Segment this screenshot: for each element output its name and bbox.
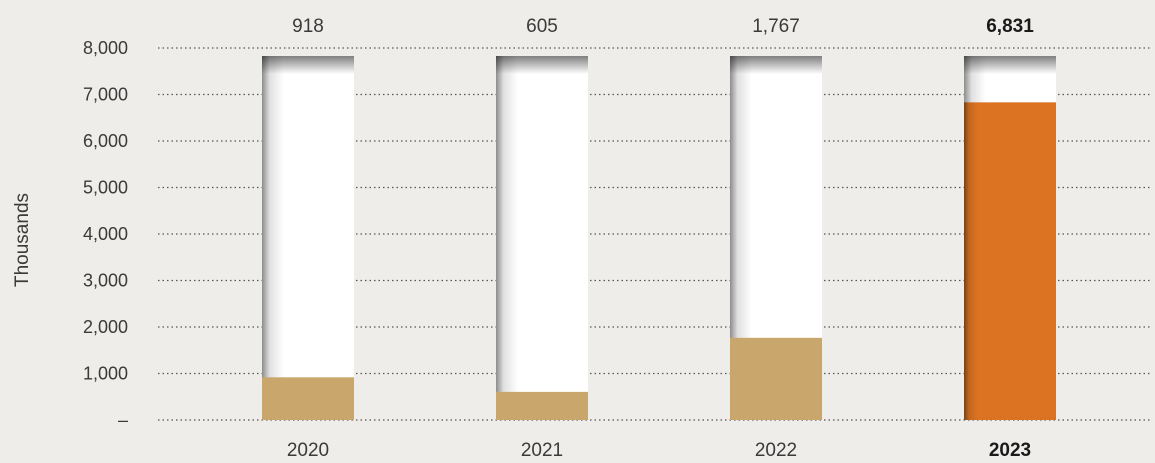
bar-track-shadow bbox=[730, 56, 752, 420]
bar-2020 bbox=[262, 377, 354, 420]
y-tick-label: 2,000 bbox=[83, 317, 128, 337]
bar-2021 bbox=[496, 391, 588, 420]
y-tick-label: 5,000 bbox=[83, 178, 128, 198]
value-label-2021: 605 bbox=[526, 16, 558, 37]
bars bbox=[262, 56, 1056, 421]
y-tick-label: 3,000 bbox=[83, 271, 128, 291]
bar-track-shadow bbox=[496, 56, 588, 74]
category-label-2023: 2023 bbox=[989, 440, 1031, 461]
bar-group-2020 bbox=[262, 56, 354, 420]
y-tick-label: – bbox=[118, 410, 128, 430]
bar-group-2022 bbox=[730, 56, 822, 420]
bar-shadow bbox=[964, 102, 978, 421]
bar-group-2023 bbox=[964, 56, 1056, 421]
category-label-2022: 2022 bbox=[755, 440, 797, 461]
value-label-2020: 918 bbox=[292, 16, 324, 37]
y-axis-label: Thousands bbox=[12, 193, 33, 287]
bar-track-shadow bbox=[262, 56, 354, 74]
labels: – 1,000 2,000 3,000 4,000 5,000 6,000 7,000 8,00… bbox=[83, 16, 1034, 461]
y-tick-label: 4,000 bbox=[83, 224, 128, 244]
category-label-2021: 2021 bbox=[521, 440, 563, 461]
value-label-2022: 1,767 bbox=[752, 16, 800, 37]
y-tick-label: 1,000 bbox=[83, 364, 128, 384]
bar-track-shadow bbox=[496, 56, 518, 420]
bar-2022 bbox=[730, 337, 822, 420]
y-tick-label: 6,000 bbox=[83, 131, 128, 151]
grid-lines bbox=[158, 47, 1150, 421]
y-tick-label: 8,000 bbox=[83, 38, 128, 58]
value-label-2023: 6,831 bbox=[986, 16, 1034, 37]
bar-track-shadow bbox=[262, 56, 284, 420]
bar-2023 bbox=[964, 102, 1056, 421]
bar-group-2021 bbox=[496, 56, 588, 420]
bar-track-shadow bbox=[730, 56, 822, 74]
y-tick-label: 7,000 bbox=[83, 85, 128, 105]
category-label-2020: 2020 bbox=[287, 440, 329, 461]
bar-track-shadow bbox=[964, 56, 1056, 74]
